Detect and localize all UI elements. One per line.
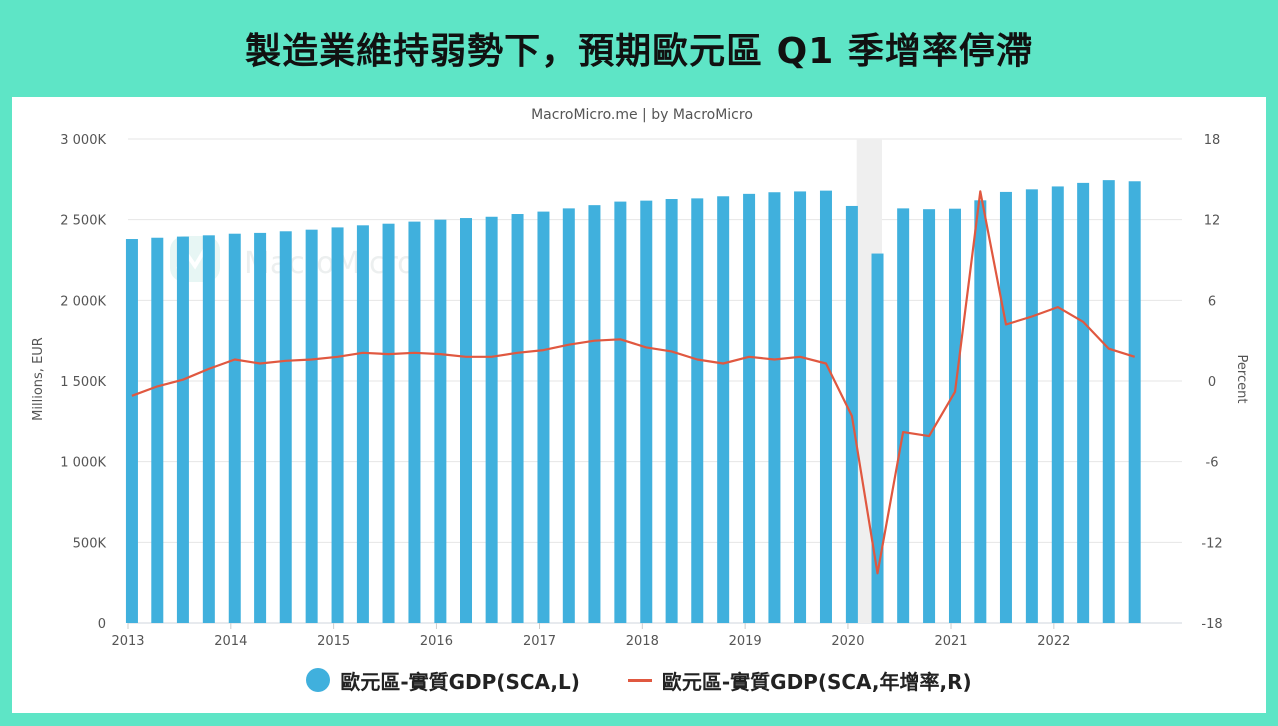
page-title: 製造業維持弱勢下，預期歐元區 Q1 季增率停滯	[245, 31, 1033, 72]
x-axis-tick-label: 2019	[729, 634, 762, 649]
bar	[819, 190, 832, 624]
x-axis-tick-label: 2017	[523, 634, 556, 649]
bar	[485, 216, 498, 623]
bar	[923, 209, 936, 623]
left-axis-tick-label: 500K	[73, 536, 107, 551]
bar	[999, 191, 1012, 623]
bar	[897, 208, 910, 623]
bar	[691, 198, 704, 623]
bar	[125, 239, 138, 623]
bar	[974, 200, 987, 623]
bar	[794, 191, 807, 623]
chart-subtitle: MacroMicro.me | by MacroMicro	[531, 107, 753, 123]
bar	[588, 205, 601, 623]
right-axis-tick-label: -12	[1201, 536, 1222, 551]
bar	[1051, 186, 1064, 623]
bar	[434, 219, 447, 623]
bar	[1102, 180, 1115, 623]
bar	[665, 199, 678, 623]
right-axis-tick-label: 0	[1208, 375, 1216, 390]
bar	[768, 192, 781, 623]
left-axis-tick-label: 1 500K	[60, 375, 106, 390]
left-axis-label: Millions, EUR	[31, 337, 46, 421]
bar	[1025, 189, 1038, 623]
bar	[331, 227, 344, 624]
bar	[176, 236, 189, 623]
right-axis-tick-label: -6	[1206, 456, 1219, 471]
right-axis-tick-label: -18	[1201, 617, 1222, 632]
legend-label-gdp: 歐元區-實質GDP(SCA,L)	[340, 669, 580, 694]
bar	[1128, 181, 1141, 623]
right-axis-tick-label: 6	[1208, 294, 1216, 309]
bar	[537, 211, 550, 623]
x-axis-tick-label: 2015	[317, 634, 350, 649]
bar	[614, 201, 627, 623]
bar	[356, 225, 369, 623]
legend-bar-marker-icon	[306, 668, 331, 692]
bar	[151, 237, 164, 623]
x-axis-tick-label: 2020	[831, 634, 864, 649]
left-axis-tick-label: 2 500K	[60, 214, 106, 229]
bar	[948, 208, 961, 624]
x-axis-tick-label: 2022	[1037, 634, 1070, 649]
left-axis-tick-label: 3 000K	[60, 133, 106, 148]
bar	[305, 229, 318, 624]
x-axis-tick-label: 2018	[626, 634, 659, 649]
legend-item-gdp[interactable]: 歐元區-實質GDP(SCA,L)	[306, 666, 580, 695]
bar	[871, 253, 884, 623]
x-axis-tick-label: 2021	[934, 634, 967, 649]
right-axis-label: Percent	[1234, 355, 1249, 404]
title-bar: 製造業維持弱勢下，預期歐元區 Q1 季增率停滯	[0, 0, 1278, 96]
bar	[228, 233, 241, 623]
series-line	[131, 190, 1136, 575]
right-axis-tick-label: 18	[1204, 133, 1221, 148]
bar	[279, 231, 292, 624]
bar	[743, 193, 756, 623]
x-axis-tick-label: 2014	[214, 634, 247, 649]
left-axis-tick-label: 2 000K	[60, 294, 106, 309]
chart-legend: 歐元區-實質GDP(SCA,L) 歐元區-實質GDP(SCA,年增率,R)	[12, 660, 1266, 700]
bar	[1077, 182, 1090, 623]
bar	[562, 208, 575, 623]
x-axis-tick-label: 2013	[111, 634, 144, 649]
legend-line-marker-icon	[627, 678, 652, 682]
bar	[202, 235, 215, 624]
legend-item-gdp-yoy[interactable]: 歐元區-實質GDP(SCA,年增率,R)	[627, 666, 972, 695]
right-axis-tick-label: 12	[1204, 214, 1221, 229]
bar	[511, 214, 524, 623]
bar	[460, 218, 473, 623]
x-axis-tick-label: 2016	[420, 634, 453, 649]
bar	[408, 221, 421, 623]
chart-svg: MacroMicro.me | by MacroMicro MacroMicro…	[31, 107, 1249, 649]
bar	[717, 196, 730, 624]
bar	[382, 223, 395, 623]
left-axis-tick-label: 1 000K	[60, 456, 106, 471]
legend-label-gdp-yoy: 歐元區-實質GDP(SCA,年增率,R)	[661, 669, 972, 694]
bar	[640, 200, 653, 623]
chart-panel: MacroMicro.me | by MacroMicro MacroMicro…	[12, 97, 1266, 713]
bar	[254, 232, 267, 623]
left-axis-tick-label: 0	[98, 617, 106, 632]
